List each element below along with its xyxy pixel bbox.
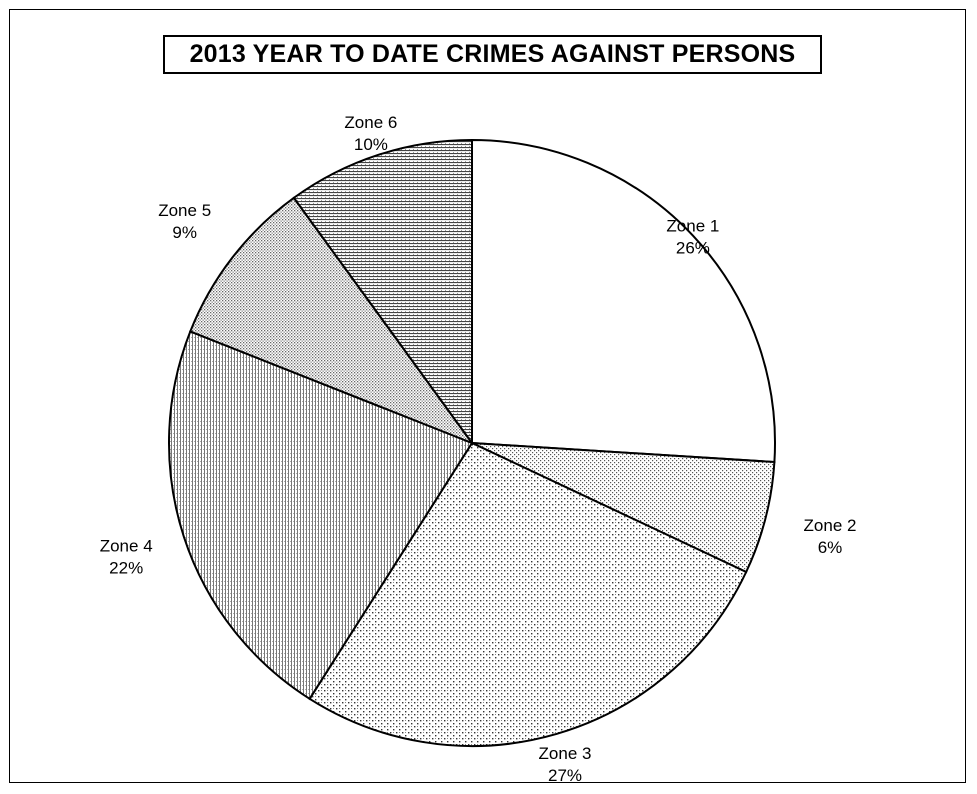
pie-slice-zone-4 [168,330,474,701]
pie-labels: Zone 1 26% Zone 2 6% Zone 3 27% Zone 4 22% Zone … [100,113,857,785]
slice-label-3: Zone 3 [539,744,592,763]
slice-label-6: Zone 6 [344,113,397,132]
slice-label-1: Zone 1 [666,217,719,236]
pie-slice-zone-3 [308,441,748,747]
pie-slice-zone-6 [292,138,473,447]
pie-slice-zone-1 [471,138,776,464]
slice-value-label-4: 22% [109,558,143,577]
slice-value-label-3: 27% [548,766,582,785]
slice-value-label-6: 10% [354,135,388,154]
pie-slices [168,138,776,747]
slice-value-label-2: 6% [818,538,843,557]
slice-label-5: Zone 5 [158,201,211,220]
slice-label-4: Zone 4 [100,536,153,555]
slice-label-2: Zone 2 [804,516,857,535]
slice-value-label-1: 26% [676,239,710,258]
slice-value-label-5: 9% [172,223,197,242]
pie-slice-zone-5 [188,196,475,446]
chart-title: 2013 YEAR TO DATE CRIMES AGAINST PERSONS [163,35,822,74]
